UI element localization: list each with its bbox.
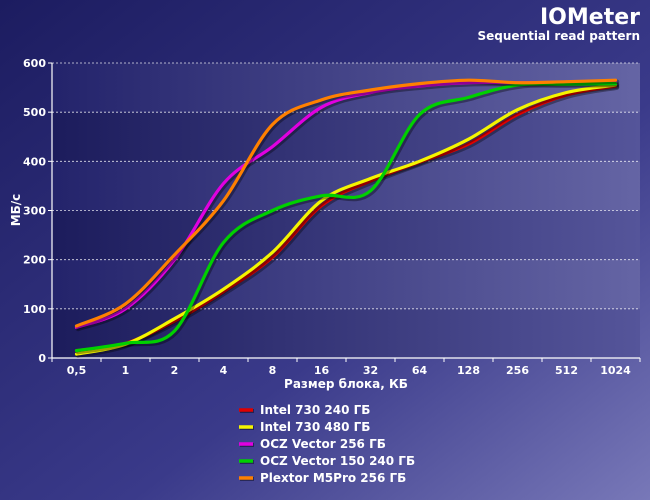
plot-band xyxy=(52,259,640,309)
legend-item: Plextor M5Pro 256 ГБ xyxy=(239,471,406,485)
legend-label: OCZ Vector 150 240 ГБ xyxy=(260,454,415,468)
y-tick-labels: 0 100 200 300 400 500 600 xyxy=(23,57,52,365)
series-5-line xyxy=(74,78,618,328)
x-tick-label: 2 xyxy=(171,364,179,377)
x-tick-label: 32 xyxy=(363,364,378,377)
series-2-line xyxy=(74,83,618,356)
legend-item: OCZ Vector 256 ГБ xyxy=(239,437,386,451)
y-tick-label: 100 xyxy=(23,303,46,316)
x-tick-label: 0,5 xyxy=(67,364,87,377)
x-tick-label: 1024 xyxy=(600,364,631,377)
x-axis-title: Размер блока, КБ xyxy=(284,377,408,391)
series-lines xyxy=(74,78,620,358)
legend-label: Intel 730 480 ГБ xyxy=(260,420,370,434)
legend-item: Intel 730 240 ГБ xyxy=(239,403,370,417)
x-tick-labels: 0,5 1 2 4 8 16 32 64 128 256 512 1024 xyxy=(51,358,641,377)
x-tick-label: 64 xyxy=(412,364,428,377)
legend-label: Intel 730 240 ГБ xyxy=(260,403,370,417)
series-1-line xyxy=(74,84,618,353)
legend-item: OCZ Vector 150 240 ГБ xyxy=(239,454,415,468)
y-tick-label: 200 xyxy=(23,254,46,267)
chart-subtitle: Sequential read pattern xyxy=(477,29,640,43)
x-tick-label: 1 xyxy=(122,364,130,377)
x-tick-label: 8 xyxy=(269,364,277,377)
y-axis-title: МБ/с xyxy=(9,194,23,227)
legend: Intel 730 240 ГБ Intel 730 480 ГБ OCZ Vect… xyxy=(239,403,415,485)
series-4-line xyxy=(74,82,618,353)
series-2-shadow xyxy=(75,84,620,358)
x-tick-label: 128 xyxy=(457,364,480,377)
chart-title: IOMeter xyxy=(540,5,640,30)
x-tick-label: 16 xyxy=(314,364,330,377)
y-tick-label: 500 xyxy=(23,106,46,119)
legend-item: Intel 730 480 ГБ xyxy=(239,420,370,434)
series-1-shadow xyxy=(75,85,620,355)
y-tick-label: 600 xyxy=(23,57,46,70)
y-tick-label: 400 xyxy=(23,155,46,168)
legend-label: OCZ Vector 256 ГБ xyxy=(260,437,386,451)
y-tick-label: 300 xyxy=(23,205,46,218)
plot-bands xyxy=(52,63,640,309)
grid-lines xyxy=(52,62,640,310)
x-tick-label: 256 xyxy=(506,364,529,377)
legend-label: Plextor M5Pro 256 ГБ xyxy=(260,471,406,485)
x-tick-label: 512 xyxy=(555,364,578,377)
y-tick-label: 0 xyxy=(38,352,46,365)
x-tick-label: 4 xyxy=(220,364,228,377)
